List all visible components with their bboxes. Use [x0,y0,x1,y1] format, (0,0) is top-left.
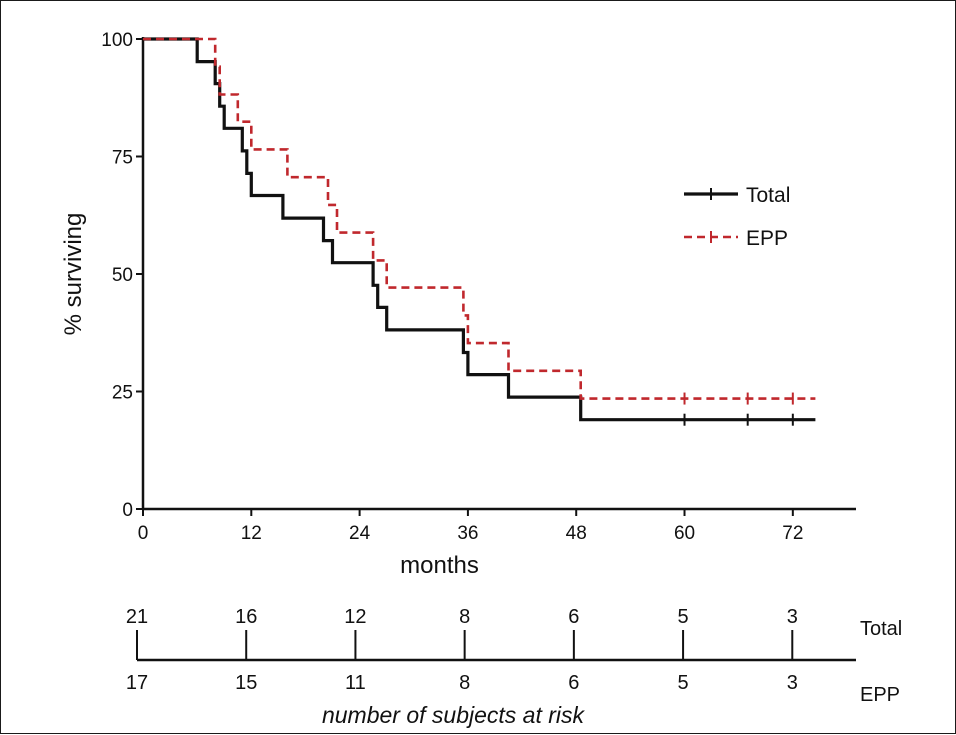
x-tick-label: 12 [241,523,262,544]
y-tick-label: 50 [112,265,133,286]
x-axis-title: months [400,552,479,579]
y-tick-label: 0 [122,500,133,521]
risk-table-title: number of subjects at risk [322,702,586,728]
y-tick-label: 25 [112,383,133,404]
risk-count-total: 16 [235,606,257,628]
risk-count-epp: 5 [678,672,689,694]
risk-count-total: 21 [126,606,148,628]
risk-count-epp: 15 [235,672,257,694]
risk-row-label-total: Total [860,618,902,640]
risk-count-total: 5 [678,606,689,628]
axes: 0 25 50 75 100 0 12 24 36 48 60 72 months % surviving [60,30,856,579]
y-axis-title: % surviving [60,213,87,336]
x-tick-label: 24 [349,523,371,544]
risk-count-total: 8 [459,606,470,628]
series-layer [143,37,816,426]
x-tick-label: 60 [674,523,695,544]
series-line-epp [143,37,816,400]
risk-table: 21 16 12 8 6 5 3 Total 17 15 11 8 6 5 3 EPP number of su… [126,606,902,728]
risk-count-total: 12 [344,606,366,628]
risk-row-label-epp: EPP [860,684,900,706]
risk-count-epp: 17 [126,672,148,694]
risk-count-total: 3 [787,606,798,628]
y-tick-label: 75 [112,148,133,169]
legend-label-total: Total [746,184,790,207]
x-tick-label: 72 [782,523,803,544]
series-line-total [143,37,816,422]
risk-count-epp: 3 [787,672,798,694]
risk-count-epp: 6 [568,672,579,694]
risk-count-epp: 11 [345,672,366,694]
legend-label-epp: EPP [746,227,788,250]
x-tick-label: 36 [457,523,478,544]
risk-count-total: 6 [568,606,579,628]
risk-count-epp: 8 [459,672,470,694]
legend: Total EPP [684,184,790,250]
y-tick-label: 100 [101,30,133,51]
x-tick-label: 0 [138,523,149,544]
x-tick-label: 48 [566,523,587,544]
